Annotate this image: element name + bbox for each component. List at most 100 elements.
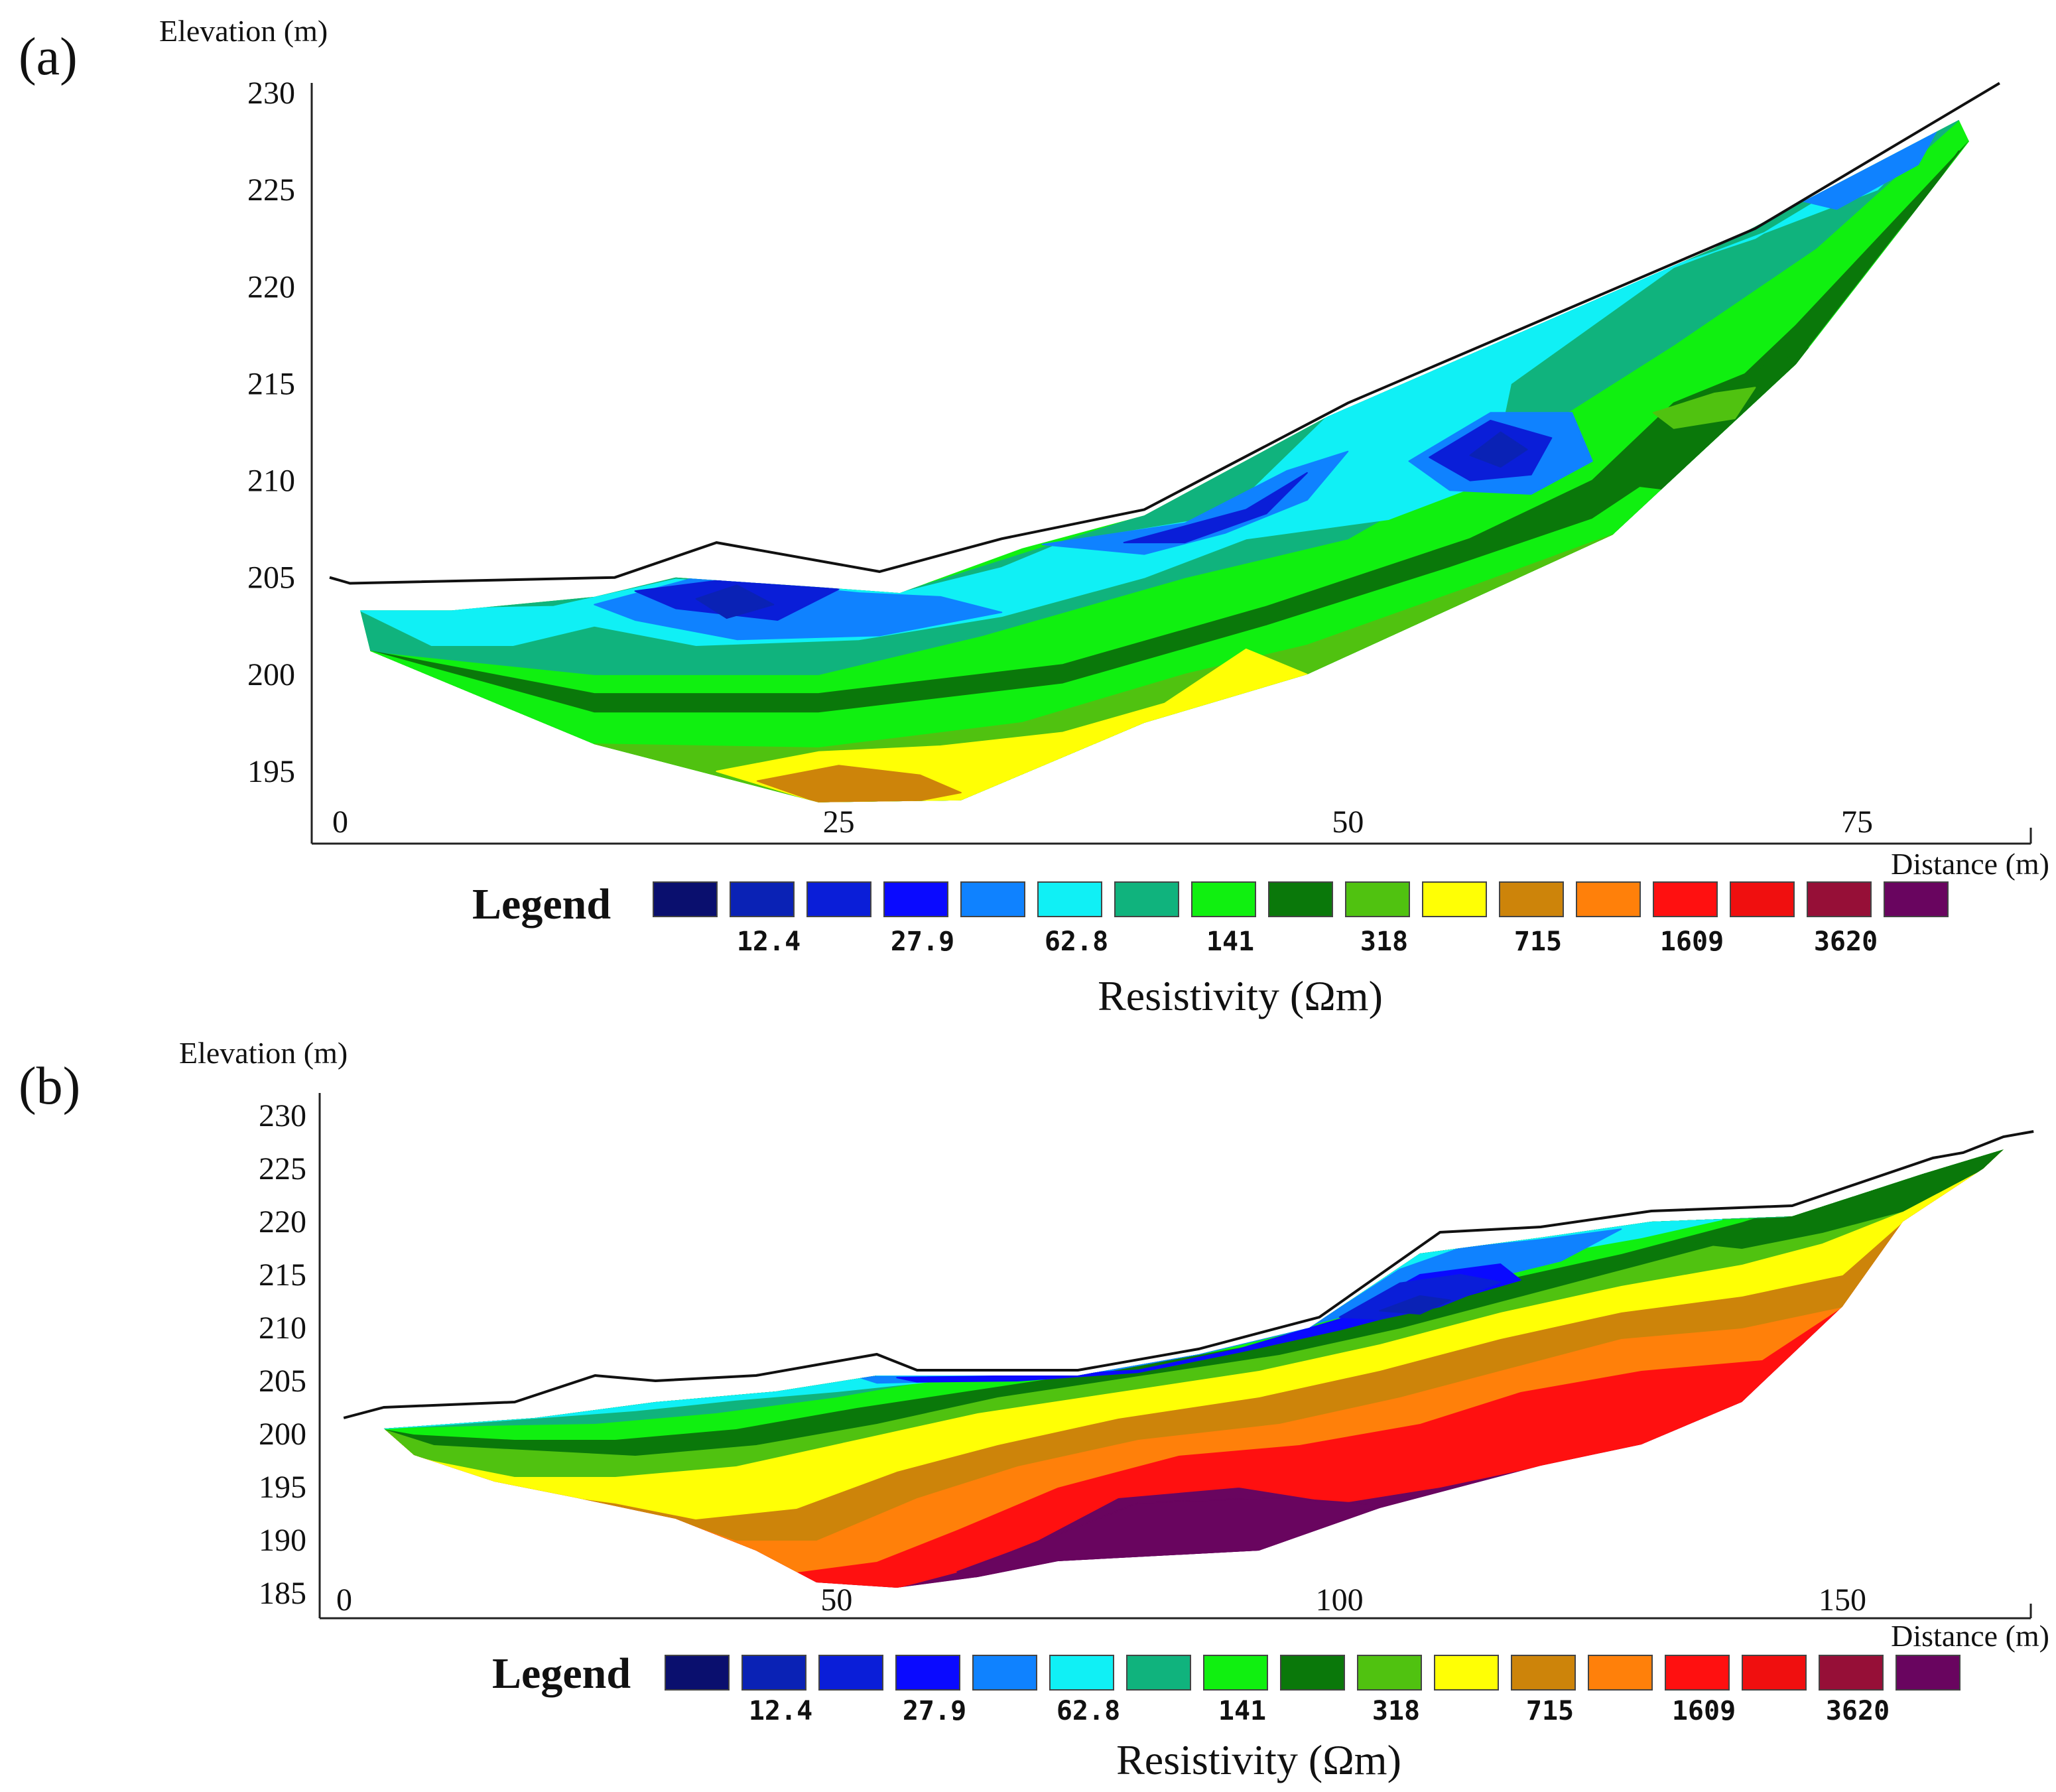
legend-swatch xyxy=(1422,881,1487,917)
legend-swatch xyxy=(818,1655,883,1691)
y-tick-label: 230 xyxy=(259,1098,306,1133)
legend-swatch xyxy=(1191,881,1256,917)
legend-value: 318 xyxy=(1372,1696,1420,1726)
legend-swatch xyxy=(741,1655,806,1691)
legend-swatch xyxy=(1807,881,1872,917)
legend-swatch xyxy=(972,1655,1037,1691)
y-tick-label: 205 xyxy=(259,1364,306,1399)
legend-value: 12.4 xyxy=(737,927,801,957)
legend-swatch xyxy=(1037,881,1102,917)
zone-blue-b xyxy=(1123,472,1308,544)
zone-purple-core xyxy=(956,1497,1381,1578)
legend-swatch xyxy=(653,881,718,917)
legend-swatch xyxy=(1268,881,1333,917)
panel-b-surface-line xyxy=(343,1130,2034,1419)
panel-a-legend-title: Legend xyxy=(472,880,611,928)
legend-value: 715 xyxy=(1526,1696,1574,1726)
panel-b-legend-values: 12.4 27.9 62.8 141 318 715 1609 3620 xyxy=(749,1696,1890,1726)
y-tick-label: 220 xyxy=(247,269,295,304)
panel-a-zones xyxy=(360,119,1969,802)
x-tick-label: 100 xyxy=(1316,1582,1364,1618)
panel-a-ylabel: Elevation (m) xyxy=(159,14,328,48)
legend-swatch xyxy=(1588,1655,1653,1691)
y-tick-label: 215 xyxy=(247,366,295,401)
panel-b-ylabel: Elevation (m) xyxy=(179,1036,348,1070)
y-tick-label: 215 xyxy=(259,1257,306,1293)
panel-b-legend-swatches xyxy=(665,1655,1960,1691)
x-tick-label: 0 xyxy=(336,1582,352,1618)
panel-b-label: (b) xyxy=(19,1057,80,1116)
panel-a-surface-line xyxy=(329,82,2000,585)
panel-b: (b) Elevation (m) 230 225 220 215 210 205 200 1… xyxy=(19,1036,2049,1783)
y-tick-label: 190 xyxy=(259,1523,306,1558)
legend-value: 62.8 xyxy=(1045,927,1108,957)
legend-swatch xyxy=(806,881,871,917)
legend-swatch xyxy=(895,1655,960,1691)
x-tick-label: 50 xyxy=(820,1582,852,1618)
legend-swatch xyxy=(1665,1655,1730,1691)
panel-a-legend-swatches xyxy=(653,881,1949,917)
panel-a-yticks: 230 225 220 215 210 205 200 195 xyxy=(247,76,295,789)
panel-a-legend-values: 12.4 27.9 62.8 141 318 715 1609 3620 xyxy=(737,927,1878,957)
panel-b-yticks: 230 225 220 215 210 205 200 195 190 185 xyxy=(259,1098,306,1611)
y-tick-label: 195 xyxy=(259,1470,306,1505)
zone-brown xyxy=(756,765,962,802)
panel-b-xticks: 0 50 100 150 xyxy=(336,1582,1866,1618)
y-tick-label: 220 xyxy=(259,1204,306,1240)
legend-value: 318 xyxy=(1360,927,1408,957)
legend-swatch xyxy=(1434,1655,1499,1691)
x-tick-label: 150 xyxy=(1819,1582,1866,1618)
y-tick-label: 225 xyxy=(247,172,295,208)
legend-swatch xyxy=(1742,1655,1807,1691)
y-tick-label: 185 xyxy=(259,1576,306,1611)
legend-value: 27.9 xyxy=(903,1696,966,1726)
legend-swatch xyxy=(1511,1655,1576,1691)
panel-a-resistivity-label: Resistivity (Ωm) xyxy=(1098,972,1383,1019)
legend-value: 141 xyxy=(1218,1696,1266,1726)
legend-swatch xyxy=(730,881,795,917)
y-tick-label: 225 xyxy=(259,1151,306,1186)
y-tick-label: 210 xyxy=(247,464,295,499)
zone-navy-a xyxy=(695,584,775,619)
legend-value: 141 xyxy=(1206,927,1254,957)
legend-swatch xyxy=(1280,1655,1345,1691)
legend-swatch xyxy=(1576,881,1641,917)
legend-swatch xyxy=(1345,881,1410,917)
legend-value: 3620 xyxy=(1826,1696,1890,1726)
y-tick-label: 205 xyxy=(247,560,295,596)
y-tick-label: 210 xyxy=(259,1311,306,1346)
legend-swatch xyxy=(665,1655,730,1691)
legend-swatch xyxy=(1049,1655,1114,1691)
x-tick-label: 50 xyxy=(1332,804,1364,840)
legend-swatch xyxy=(1730,881,1795,917)
legend-swatch xyxy=(883,881,948,917)
x-tick-label: 25 xyxy=(823,804,855,840)
y-tick-label: 230 xyxy=(247,76,295,111)
zone-navy-b xyxy=(1469,431,1528,468)
panel-b-zones xyxy=(383,1149,2004,1588)
legend-value: 62.8 xyxy=(1057,1696,1120,1726)
x-tick-label: 0 xyxy=(332,804,348,840)
legend-swatch xyxy=(1819,1655,1884,1691)
legend-swatch xyxy=(1895,1655,1960,1691)
legend-value: 1609 xyxy=(1672,1696,1736,1726)
panel-a-label: (a) xyxy=(19,28,78,86)
y-tick-label: 195 xyxy=(247,754,295,789)
legend-swatch xyxy=(1203,1655,1268,1691)
legend-swatch xyxy=(1653,881,1718,917)
legend-swatch xyxy=(1884,881,1949,917)
panel-a: (a) Elevation (m) 230 225 220 215 210 205 200 1… xyxy=(19,14,2049,1019)
legend-swatch xyxy=(1357,1655,1422,1691)
legend-swatch xyxy=(1126,1655,1191,1691)
panel-b-resistivity-label: Resistivity (Ωm) xyxy=(1116,1736,1401,1783)
legend-swatch xyxy=(1114,881,1179,917)
legend-value: 3620 xyxy=(1814,927,1878,957)
legend-swatch xyxy=(1499,881,1564,917)
zone-lightgreen-right xyxy=(1652,387,1756,429)
legend-value: 27.9 xyxy=(891,927,954,957)
y-tick-label: 200 xyxy=(247,657,295,692)
panel-b-legend: Legend 12.4 27.9 62.8 141 318 715 1609 3620 Res… xyxy=(492,1649,1960,1783)
legend-value: 1609 xyxy=(1660,927,1724,957)
panel-b-legend-title: Legend xyxy=(492,1649,631,1698)
